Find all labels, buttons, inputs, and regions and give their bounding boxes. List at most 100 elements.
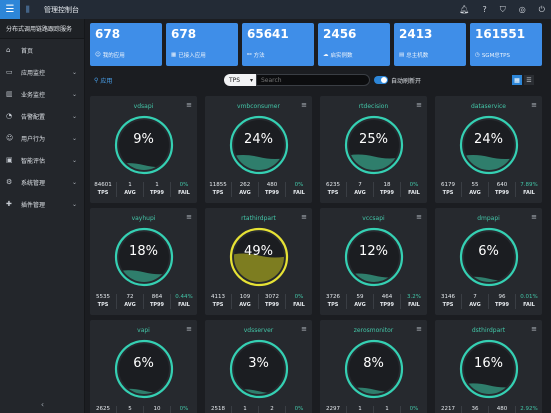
card-menu-icon[interactable]: ≡ xyxy=(416,325,422,333)
gauge-percent: 6% xyxy=(133,356,154,371)
card-menu-icon[interactable]: ≡ xyxy=(186,101,192,109)
list-view-icon[interactable]: ☰ xyxy=(524,75,534,85)
metric-avg: 59 AVG xyxy=(347,294,374,309)
card-metrics: 6179 TPS 55 AVG 640 TP99 7.89% FAIL xyxy=(435,182,542,197)
metric-tp99: 3072 TP99 xyxy=(259,294,286,309)
metric-tps: 2297TPS xyxy=(320,406,347,413)
logout-icon[interactable]: ⏻ xyxy=(538,4,545,14)
user-icon: ☺ xyxy=(6,134,14,142)
app-card-name: rtdecision xyxy=(358,103,389,110)
app-card-name: rtathirdpart xyxy=(241,215,276,222)
search-input[interactable] xyxy=(256,74,370,86)
sidebar-item-label: 智能评估 xyxy=(21,157,46,165)
app-card-name: dataservice xyxy=(470,103,506,110)
stat-tile[interactable]: 161551 ◷ SGM总TPS xyxy=(470,23,542,66)
metric-label: AVG xyxy=(124,302,136,308)
sidebar-item[interactable]: ⚙ 系统管理 ⌄ xyxy=(0,171,84,193)
metric-value: 2217 xyxy=(441,406,455,412)
app-card[interactable]: vmbconsumer ≡ 11855 TPS 262 AVG 480 TP99 0%… xyxy=(205,96,312,203)
stat-tile[interactable]: 2413 ▤ 总主机数 xyxy=(394,23,466,66)
metric-label: AVG xyxy=(239,302,251,308)
stat-tile[interactable]: 678 ▦ 已接入应用 xyxy=(166,23,238,66)
metric-label: TPS xyxy=(327,190,339,196)
stat-value: 161551 xyxy=(475,27,526,41)
sidebar-item[interactable]: ◔ 告警配置 ⌄ xyxy=(0,105,84,127)
card-menu-icon[interactable]: ≡ xyxy=(186,325,192,333)
gauge-fill xyxy=(119,270,169,282)
sidebar-item[interactable]: ▣ 智能评估 ⌄ xyxy=(0,149,84,171)
grid-view-icon[interactable]: ▦ xyxy=(512,75,522,85)
metric-value: 480 xyxy=(496,406,508,412)
app-card[interactable]: rtathirdpart ≡ 4113 TPS 109 AVG 3072 TP99 0… xyxy=(205,208,312,315)
hamburger-menu-icon[interactable]: ☰ xyxy=(0,0,20,19)
app-card[interactable]: vccsapi ≡ 3726 TPS 59 AVG 464 TP99 3.2% FAIL… xyxy=(320,208,427,315)
sidebar-header: 分布式调用链路跟踪服务 xyxy=(0,19,84,39)
metric-value: 2.92% xyxy=(520,406,538,412)
metric-select[interactable]: TPS ▾ xyxy=(224,74,256,86)
app-card[interactable]: vdsapi ≡ 84601 TPS 1 AVG 1 TP99 0% FAIL 9% xyxy=(90,96,197,203)
card-menu-icon[interactable]: ≡ xyxy=(531,213,537,221)
metric-value: 262 xyxy=(239,182,251,188)
card-menu-icon[interactable]: ≡ xyxy=(301,325,307,333)
sidebar-item-label: 系统管理 xyxy=(21,179,46,187)
sidebar-item[interactable]: ☺ 用户行为 ⌄ xyxy=(0,127,84,149)
sidebar-item[interactable]: ▥ 业务监控 ⌄ xyxy=(0,83,84,105)
help-icon[interactable]: ? xyxy=(482,5,487,14)
load-gauge xyxy=(229,227,289,287)
card-menu-icon[interactable]: ≡ xyxy=(416,213,422,221)
load-gauge xyxy=(229,339,289,399)
chevron-down-icon: ⌄ xyxy=(71,156,77,164)
metric-value: 640 xyxy=(496,182,508,188)
metric-value: 7 xyxy=(358,182,362,188)
metric-label: AVG xyxy=(469,190,481,196)
bell-icon[interactable]: 🔔︎ xyxy=(459,5,470,14)
metric-select-value: TPS xyxy=(229,76,241,84)
metric-label: FAIL xyxy=(178,190,190,196)
collapse-sidebar-icon[interactable]: ‹ xyxy=(40,400,45,409)
load-gauge xyxy=(229,115,289,175)
metric-label: TP99 xyxy=(494,302,510,308)
sidebar-item[interactable]: ▭ 应用监控 ⌄ xyxy=(0,61,84,83)
metric-tp99: 464 TP99 xyxy=(374,294,401,309)
load-gauge xyxy=(459,227,519,287)
app-card[interactable]: rtdecision ≡ 6235 TPS 7 AVG 18 TP99 0% FAIL … xyxy=(320,96,427,203)
app-card[interactable]: dmpapi ≡ 3146 TPS 7 AVG 96 TP99 0.01% FAIL 6… xyxy=(435,208,542,315)
app-card[interactable]: dataservice ≡ 6179 TPS 55 AVG 640 TP99 7.89… xyxy=(435,96,542,203)
gauge-percent: 12% xyxy=(359,244,388,259)
card-menu-icon[interactable]: ≡ xyxy=(301,101,307,109)
stat-tile[interactable]: 678 ☺ 我的应用 xyxy=(90,23,162,66)
stat-tile[interactable]: 2456 ☁ 启实例数 xyxy=(318,23,390,66)
stat-tile[interactable]: 65641 ⚯ 方法 xyxy=(242,23,314,66)
sidebar-item[interactable]: ⌂ 首页 xyxy=(0,39,84,61)
card-menu-icon[interactable]: ≡ xyxy=(186,213,192,221)
metric-label: TP99 xyxy=(149,190,165,196)
toolbar: ⚲ 应用 TPS ▾ 自动刷新开 ▦ ☰ xyxy=(86,71,551,89)
sidebar-item[interactable]: ✚ 插件管理 ⌄ xyxy=(0,193,84,215)
metric-value: 2625 xyxy=(96,406,110,412)
breadcrumb[interactable]: ⚲ 应用 xyxy=(94,76,112,85)
shirt-icon[interactable]: ⛉ xyxy=(499,4,506,14)
app-card[interactable]: vayhupi ≡ 5535 TPS 72 AVG 864 TP99 0.44% FAI… xyxy=(90,208,197,315)
card-menu-icon[interactable]: ≡ xyxy=(301,213,307,221)
card-menu-icon[interactable]: ≡ xyxy=(531,325,537,333)
card-menu-icon[interactable]: ≡ xyxy=(531,101,537,109)
auto-refresh-toggle[interactable] xyxy=(374,76,388,84)
metric-fail: 0% FAIL xyxy=(286,182,312,197)
globe-icon[interactable]: ◎ xyxy=(518,5,526,14)
card-menu-icon[interactable]: ≡ xyxy=(416,101,422,109)
metric-value: 1 xyxy=(358,406,362,412)
metric-value: 0% xyxy=(179,182,189,188)
metric-avg: 109 AVG xyxy=(232,294,259,309)
gauge-percent: 3% xyxy=(248,356,269,371)
metric-value: 1 xyxy=(155,182,159,188)
metric-value: 59 xyxy=(356,294,364,300)
metric-tps: 2625TPS xyxy=(90,406,117,413)
